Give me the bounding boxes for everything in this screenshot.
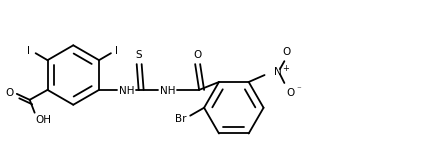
Text: I: I bbox=[27, 46, 30, 56]
Text: O: O bbox=[6, 88, 14, 98]
Text: S: S bbox=[136, 50, 142, 60]
Text: OH: OH bbox=[36, 115, 52, 125]
Text: +: + bbox=[282, 64, 289, 73]
Text: I: I bbox=[115, 46, 118, 56]
Text: NH: NH bbox=[160, 86, 175, 96]
Text: N: N bbox=[274, 67, 281, 77]
Text: O: O bbox=[286, 88, 294, 98]
Text: Br: Br bbox=[174, 114, 186, 124]
Text: NH: NH bbox=[119, 86, 135, 96]
Text: O: O bbox=[282, 47, 291, 57]
Text: ⁻: ⁻ bbox=[297, 85, 302, 94]
Text: O: O bbox=[193, 50, 201, 60]
